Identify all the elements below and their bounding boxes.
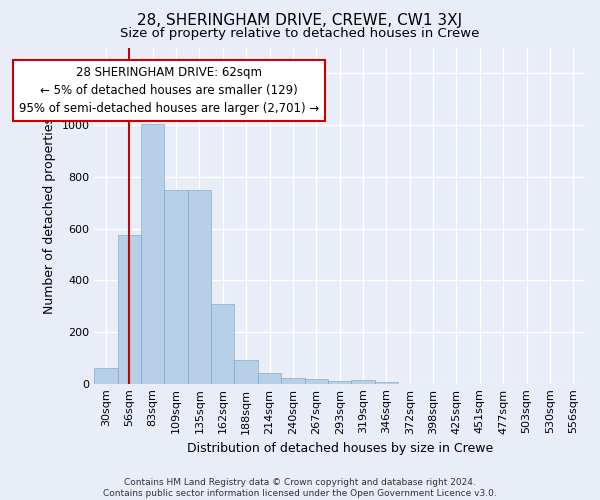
Bar <box>141 124 164 384</box>
Bar <box>281 378 305 384</box>
Bar <box>258 374 281 384</box>
Text: Contains HM Land Registry data © Crown copyright and database right 2024.
Contai: Contains HM Land Registry data © Crown c… <box>103 478 497 498</box>
X-axis label: Distribution of detached houses by size in Crewe: Distribution of detached houses by size … <box>187 442 493 455</box>
Bar <box>188 190 211 384</box>
Bar <box>94 368 118 384</box>
Bar <box>235 360 258 384</box>
Text: 28 SHERINGHAM DRIVE: 62sqm
← 5% of detached houses are smaller (129)
95% of semi: 28 SHERINGHAM DRIVE: 62sqm ← 5% of detac… <box>19 66 319 114</box>
Bar <box>305 378 328 384</box>
Text: 28, SHERINGHAM DRIVE, CREWE, CW1 3XJ: 28, SHERINGHAM DRIVE, CREWE, CW1 3XJ <box>137 12 463 28</box>
Bar <box>328 381 352 384</box>
Text: Size of property relative to detached houses in Crewe: Size of property relative to detached ho… <box>121 28 479 40</box>
Bar <box>118 235 141 384</box>
Y-axis label: Number of detached properties: Number of detached properties <box>43 117 56 314</box>
Bar <box>211 304 235 384</box>
Bar <box>352 380 374 384</box>
Bar <box>164 190 188 384</box>
Bar <box>374 382 398 384</box>
